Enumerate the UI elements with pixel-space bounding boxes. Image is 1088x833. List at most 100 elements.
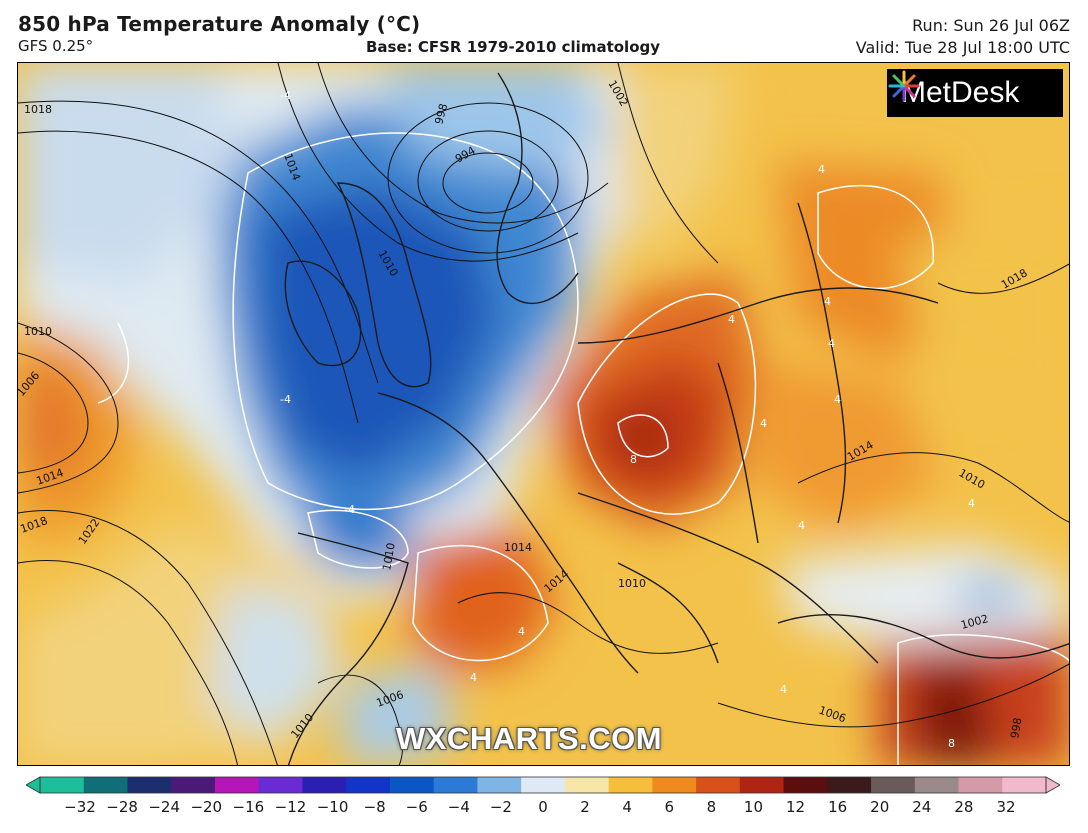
colorbar-tick-label: 8 xyxy=(706,798,717,816)
colorbar-tick-label: 28 xyxy=(954,798,974,816)
colorbar-segment xyxy=(40,777,85,793)
isobar xyxy=(18,322,119,494)
colorbar-segment xyxy=(914,777,960,793)
anomaly-label: -4 xyxy=(344,503,355,516)
colorbar-segment xyxy=(83,777,128,793)
anomaly-map: 1018 1014 1010 1006 1014 1018 1022 998 9… xyxy=(17,62,1070,766)
anomaly-contour-cold xyxy=(232,132,579,511)
anomaly-label: 4 xyxy=(828,337,835,350)
anomaly-labels: -4 4 -4 -4 4 4 4 4 4 8 4 4 4 4 8 4 xyxy=(280,89,975,750)
anomaly-label: -4 xyxy=(280,89,291,102)
anomaly-label: 4 xyxy=(824,295,831,308)
isobar-label: 1010 xyxy=(24,325,52,338)
logo-text: MetDesk xyxy=(901,76,1020,109)
colorbar-segment xyxy=(171,777,216,793)
border-line xyxy=(577,492,879,664)
isobar xyxy=(717,663,1069,728)
isobar xyxy=(387,102,589,254)
valid-time: Valid: Tue 28 Jul 18:00 UTC xyxy=(855,38,1070,57)
coastline-med xyxy=(777,614,1069,659)
anomaly-label: 4 xyxy=(780,683,787,696)
colorbar-tick-label: 32 xyxy=(996,798,1016,816)
isobar xyxy=(617,63,719,264)
chart-title: 850 hPa Temperature Anomaly (°C) xyxy=(18,12,421,36)
colorbar-arrow-left xyxy=(26,776,41,794)
isobar xyxy=(417,130,559,232)
isobar-label: 1014 xyxy=(504,541,532,554)
colorbar-tick-label: −4 xyxy=(447,798,470,816)
model-label: GFS 0.25° xyxy=(18,37,94,55)
anomaly-contours xyxy=(97,132,1069,765)
isobar-label: 1010 xyxy=(618,577,646,590)
colorbar-segment xyxy=(783,777,828,793)
colorbar-tick-label: 0 xyxy=(538,798,548,816)
anomaly-label: 8 xyxy=(948,737,955,750)
colorbar-segment xyxy=(521,777,566,793)
anomaly-contour-hot xyxy=(577,293,757,515)
isobars xyxy=(18,63,1069,765)
coastline-scandinavia xyxy=(496,72,579,304)
anomaly-label: 4 xyxy=(798,519,805,532)
colorbar-tick-label: 12 xyxy=(785,798,806,816)
anomaly-contour-france xyxy=(412,544,549,662)
colorbar-segment xyxy=(389,777,435,793)
isobar-label: 998 xyxy=(1008,717,1024,740)
anomaly-contour-atlantic xyxy=(97,322,130,404)
metdesk-logo: MetDesk xyxy=(887,69,1063,117)
colorbar xyxy=(26,776,1060,794)
colorbar-tick-label: 10 xyxy=(743,798,763,816)
chart-header: 850 hPa Temperature Anomaly (°C) GFS 0.2… xyxy=(0,0,1088,62)
coastline-britain xyxy=(336,182,432,388)
anomaly-label: 4 xyxy=(728,313,735,326)
colorbar-segment xyxy=(127,777,172,793)
colorbar-tick-label: 2 xyxy=(580,798,590,816)
isobar xyxy=(277,63,579,262)
colorbar-tick-labels: −32 −28 −24 −20 −16 −12 −10 −8 −6 −4 −2 0 2 4 6 8 10 12 16… xyxy=(26,798,1060,818)
anomaly-contour-core xyxy=(617,414,669,458)
anomaly-label: 4 xyxy=(518,625,525,638)
colorbar-tick-label: 16 xyxy=(828,798,848,816)
colorbar-tick-label: −28 xyxy=(106,798,138,816)
isobar xyxy=(18,510,278,765)
watermark: WXCHARTS.COM xyxy=(396,721,663,756)
colorbar-arrow-right xyxy=(1045,776,1060,794)
colorbar-tick-label: −16 xyxy=(232,798,265,816)
map-canvas: 1018 1014 1010 1006 1014 1018 1022 998 9… xyxy=(18,63,1069,765)
anomaly-label: -4 xyxy=(280,393,291,406)
coastlines xyxy=(284,72,1069,765)
colorbar-segment xyxy=(346,777,391,793)
colorbar-segment xyxy=(696,777,741,793)
colorbar-tick-label: −10 xyxy=(316,798,349,816)
colorbar-tick-label: −32 xyxy=(64,798,96,816)
colorbar-segment xyxy=(739,777,785,793)
colorbar-segment xyxy=(827,777,872,793)
colorbar-tick-label: 4 xyxy=(622,798,632,816)
isobar xyxy=(317,63,609,224)
colorbar-tick-label: −6 xyxy=(405,798,428,816)
isobar xyxy=(442,152,534,214)
run-time: Run: Sun 26 Jul 06Z xyxy=(912,16,1070,35)
anomaly-label: 4 xyxy=(834,393,841,406)
coastline-ireland xyxy=(284,260,362,367)
border-line xyxy=(717,362,759,544)
colorbar-segment xyxy=(871,777,916,793)
anomaly-label: 4 xyxy=(818,163,825,176)
isobar xyxy=(797,452,1069,523)
climatology-base: Base: CFSR 1979-2010 climatology xyxy=(366,38,661,56)
colorbar-tick-label: 20 xyxy=(870,798,890,816)
colorbar-segment xyxy=(958,777,1003,793)
colorbar-tick-label: 6 xyxy=(664,798,675,816)
colorbar-tick-label: −24 xyxy=(148,798,180,816)
colorbar-segment xyxy=(214,777,260,793)
isobar-label: 1010 xyxy=(380,542,398,572)
colorbar-segment xyxy=(564,777,610,793)
anomaly-label: 4 xyxy=(470,671,477,684)
colorbar-segments xyxy=(40,777,1047,793)
coastline-iberia xyxy=(287,532,409,765)
isobar xyxy=(457,592,719,654)
colorbar-tick-label: 24 xyxy=(912,798,932,816)
colorbar-segment xyxy=(302,777,347,793)
colorbar-segment xyxy=(652,777,697,793)
anomaly-field xyxy=(18,63,1069,765)
anomaly-label: 8 xyxy=(630,453,637,466)
